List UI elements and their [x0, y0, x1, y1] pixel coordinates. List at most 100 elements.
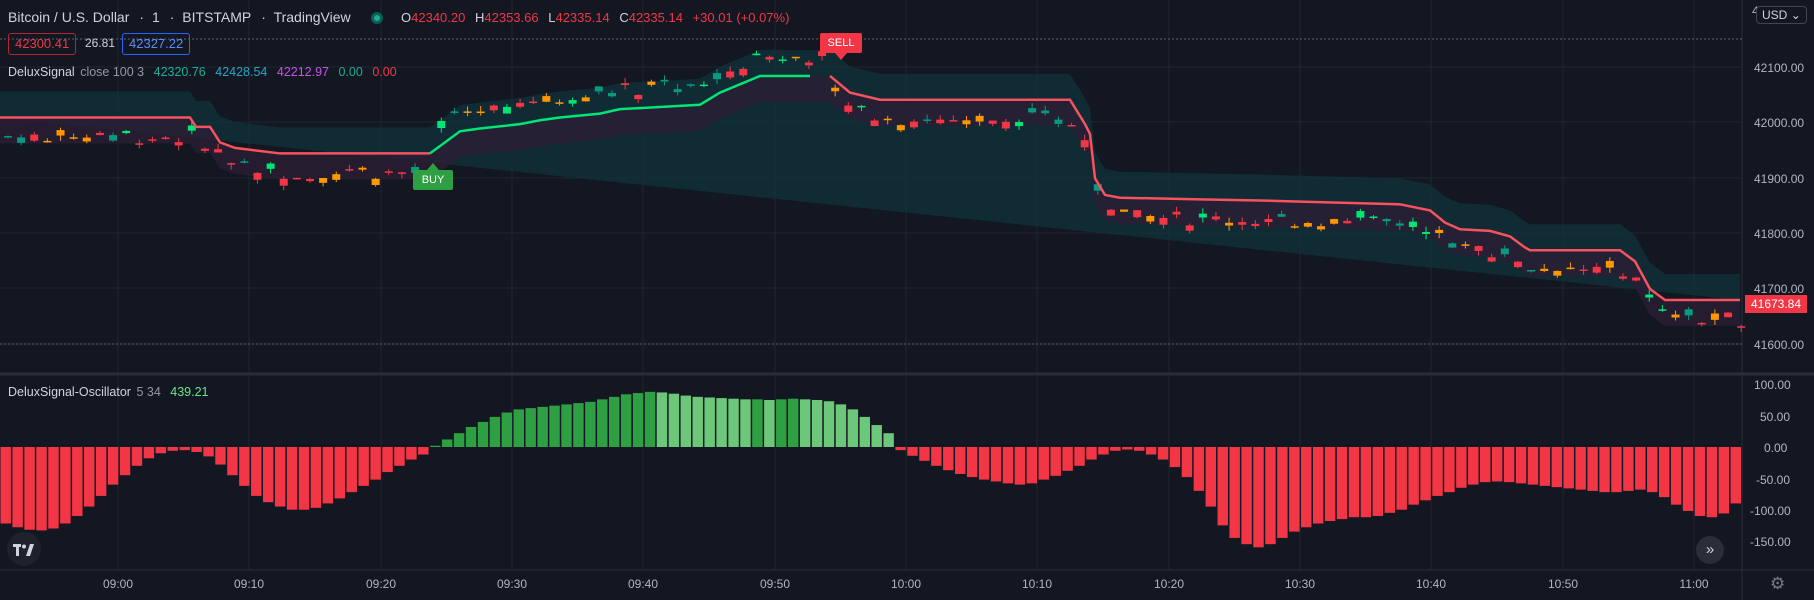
- candle-body: [699, 84, 708, 87]
- candle-body: [1054, 119, 1063, 124]
- oscillator-bar: [1062, 447, 1073, 471]
- spread-value: 26.81: [85, 36, 116, 50]
- oscillator-bar: [1241, 447, 1252, 545]
- time-tick: 10:30: [1284, 577, 1316, 591]
- oscillator-bar: [943, 447, 954, 471]
- oscillator-bar: [1694, 447, 1706, 516]
- candle-body: [319, 178, 328, 183]
- oscillator-bar: [955, 447, 966, 474]
- candle-body: [1015, 121, 1024, 127]
- tradingview-logo-icon: [13, 544, 34, 557]
- oscillator-bar: [1372, 447, 1384, 516]
- candle-body: [1172, 211, 1181, 215]
- buy-price-button[interactable]: 42327.22: [122, 33, 191, 55]
- source-label: TradingView: [273, 9, 351, 25]
- oscillator-bar: [859, 416, 870, 447]
- oscillator-bar: [776, 399, 787, 447]
- candle-body: [1632, 277, 1641, 281]
- candle-body: [1198, 213, 1207, 218]
- candle-body: [923, 119, 932, 121]
- currency-button[interactable]: USD ⌄: [1756, 6, 1807, 24]
- oscillator-bar: [95, 447, 107, 496]
- candle-body: [1382, 219, 1391, 222]
- oscillator-bar: [1265, 447, 1276, 545]
- oscillator-bar: [1491, 447, 1503, 482]
- oscillator-bar: [84, 447, 95, 507]
- time-tick: 10:10: [1021, 577, 1053, 591]
- oscillator-bar: [72, 447, 83, 516]
- symbol-legend[interactable]: Bitcoin / U.S. Dollar · 1 · BITSTAMP · Trad…: [8, 9, 351, 25]
- time-tick: 09:50: [759, 577, 791, 591]
- gear-icon[interactable]: ⚙: [1770, 574, 1786, 593]
- candle-body: [739, 68, 748, 76]
- candle-body: [292, 177, 301, 180]
- scroll-to-realtime-button[interactable]: »: [1696, 536, 1724, 564]
- oscillator-bar: [1575, 447, 1586, 490]
- oscillator-bar: [167, 447, 178, 451]
- candle-body: [686, 84, 695, 86]
- candle-body: [332, 174, 341, 180]
- indicator-legend-oscillator[interactable]: DeluxSignal-Oscillator 5 34 439.21: [8, 385, 215, 399]
- trailing-stop-line-up: [429, 74, 810, 155]
- oscillator-bar: [811, 399, 823, 447]
- oscillator-bar: [799, 399, 811, 447]
- candle-body: [844, 105, 853, 112]
- candle-body: [1317, 226, 1325, 230]
- candle-body: [1106, 209, 1115, 216]
- candle-body: [1605, 260, 1614, 268]
- buy-signal-arrow: [427, 163, 439, 170]
- oscillator-bar: [370, 447, 381, 480]
- candle-body: [437, 120, 446, 129]
- candle-body: [1290, 226, 1299, 228]
- candle-body: [1737, 326, 1746, 328]
- tradingview-logo[interactable]: [7, 532, 41, 566]
- indicator-legend-deluxsignal[interactable]: DeluxSignal close 100 3 42320.76 42428.5…: [8, 65, 403, 79]
- oscillator-bar: [1420, 447, 1431, 501]
- low-label: L: [548, 10, 556, 25]
- osc-tick: 50.00: [1760, 410, 1791, 424]
- candle-body: [384, 171, 393, 173]
- candle-body: [502, 106, 511, 114]
- candle-body: [870, 120, 879, 126]
- candle-body: [791, 56, 800, 59]
- interval-label: 1: [151, 9, 160, 25]
- candle-body: [411, 166, 420, 173]
- oscillator-bar: [871, 425, 882, 447]
- currency-label: USD: [1762, 8, 1788, 22]
- open-value: 42340.20: [411, 10, 466, 25]
- oscillator-bar: [1002, 447, 1014, 484]
- candle-body: [187, 125, 196, 131]
- price-tick: 41600.00: [1754, 338, 1805, 352]
- candle-body: [1579, 269, 1588, 271]
- oscillator-bar: [1730, 447, 1741, 504]
- high-value: 42353.66: [484, 10, 539, 25]
- oscillator-bar: [489, 416, 501, 447]
- oscillator-bar: [286, 447, 298, 510]
- candle-body: [200, 148, 209, 151]
- oscillator-name: DeluxSignal-Oscillator: [8, 385, 131, 399]
- oscillator-bar: [847, 409, 859, 447]
- oscillator-bar: [1539, 447, 1551, 486]
- oscillator-bar: [1336, 447, 1348, 520]
- osc-tick: -150.00: [1750, 535, 1791, 549]
- candle-body: [1540, 268, 1549, 272]
- oscillator-bar: [274, 447, 286, 507]
- indicator-value-2: 42428.54: [215, 65, 268, 79]
- market-status-icon[interactable]: [371, 12, 383, 24]
- sell-price-button[interactable]: 42300.41: [8, 33, 77, 55]
- oscillator-bar: [143, 447, 155, 459]
- oscillator-bar: [1587, 447, 1598, 491]
- ohlc-legend: O42340.20 H42353.66 L42335.14 C42335.14 …: [401, 10, 795, 25]
- low-value: 42335.14: [555, 10, 610, 25]
- oscillator-bar: [465, 426, 477, 447]
- candle-body: [1264, 219, 1273, 223]
- candle-body: [253, 172, 262, 180]
- candle-body: [1356, 211, 1365, 218]
- oscillator-bar: [990, 447, 1002, 482]
- candle-body: [988, 120, 997, 124]
- price-tick: 41800.00: [1754, 227, 1805, 241]
- exchange-label: BITSTAMP: [182, 9, 252, 25]
- oscillator-bar: [513, 409, 524, 447]
- oscillator-bar: [907, 447, 918, 456]
